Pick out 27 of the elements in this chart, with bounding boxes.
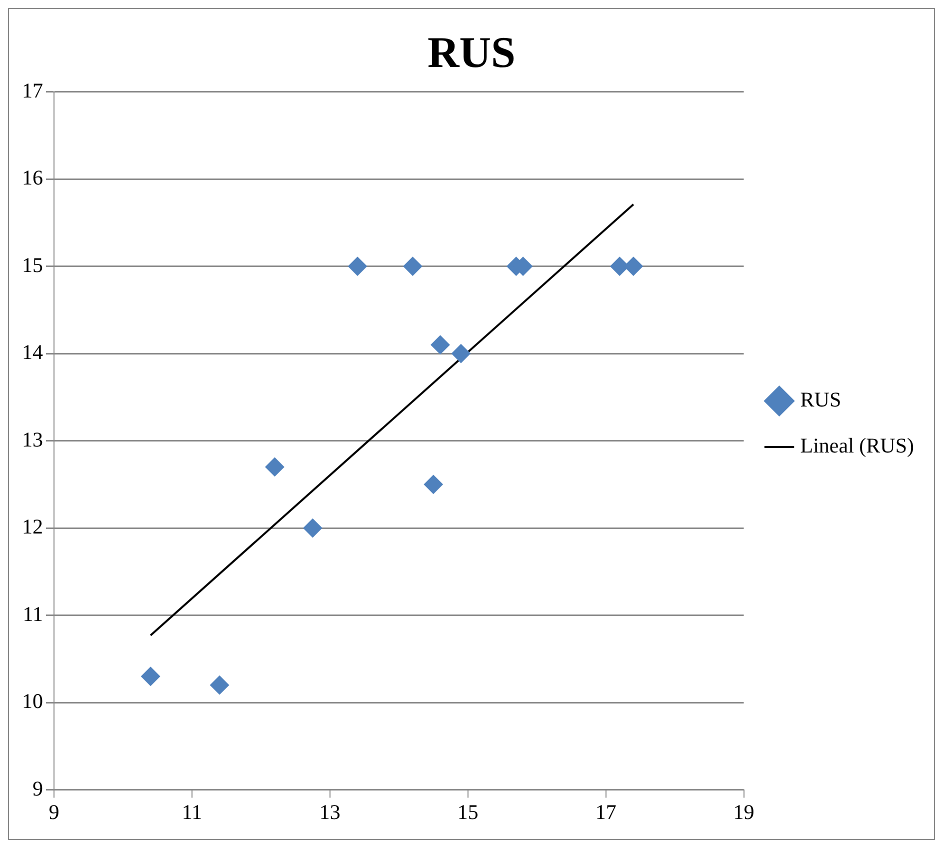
point	[265, 457, 284, 476]
chart-title: RUS	[427, 28, 516, 77]
y-tick-label: 11	[22, 602, 43, 626]
point	[424, 474, 443, 494]
x-tick-label: 15	[457, 800, 478, 824]
y-tick-label: 17	[22, 78, 43, 102]
legend-label: RUS	[800, 388, 842, 412]
x-tick-label: 19	[733, 800, 754, 824]
y-tick-label: 15	[22, 252, 43, 277]
point	[451, 344, 470, 364]
y-tick-label: 10	[22, 689, 43, 714]
point	[141, 666, 160, 686]
x-tick-label: 9	[48, 800, 60, 824]
x-tick-label: 17	[595, 800, 616, 824]
point	[430, 335, 450, 354]
x-tick-label: 11	[182, 800, 202, 824]
y-tick-label: 14	[22, 340, 44, 364]
point	[210, 676, 230, 695]
x-tick-label: 13	[319, 800, 340, 824]
y-tick-label: 13	[22, 427, 43, 452]
point	[303, 518, 322, 538]
y-tick-label: 9	[32, 776, 43, 800]
legend-label: Lineal (RUS)	[800, 434, 914, 458]
y-tick-label: 16	[22, 166, 43, 190]
y-tick-label: 12	[22, 514, 43, 539]
point	[348, 256, 367, 276]
point	[403, 256, 422, 276]
